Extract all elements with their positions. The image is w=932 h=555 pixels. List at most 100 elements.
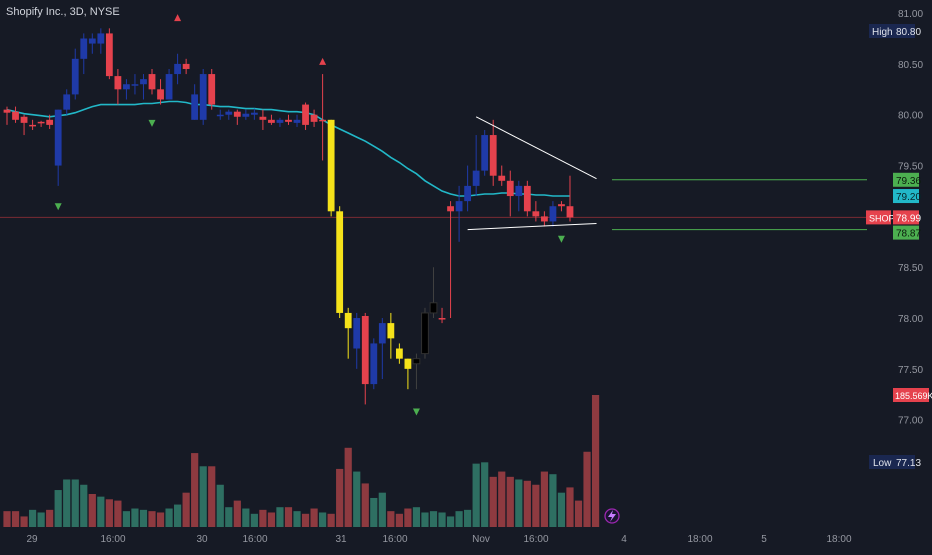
candle[interactable] <box>353 312 361 369</box>
candle[interactable] <box>191 84 199 120</box>
candle[interactable] <box>336 206 344 319</box>
candle[interactable] <box>54 109 62 186</box>
candle[interactable] <box>182 58 190 75</box>
candle[interactable] <box>327 119 335 217</box>
candle[interactable] <box>378 318 386 380</box>
candle[interactable] <box>88 33 96 54</box>
trendline[interactable] <box>475 116 597 180</box>
down-arrow-icon <box>54 203 62 211</box>
volume-bar <box>421 512 429 527</box>
candle[interactable] <box>464 165 472 212</box>
candle[interactable] <box>540 211 548 227</box>
candle[interactable] <box>216 109 224 120</box>
volume-bar <box>429 511 438 527</box>
volume-bar <box>233 500 241 527</box>
candle[interactable] <box>319 74 327 161</box>
time-tick-label: 30 <box>196 534 208 545</box>
candle[interactable] <box>412 353 421 390</box>
volume-bar <box>540 471 548 527</box>
volume-bar <box>310 508 318 527</box>
candle[interactable] <box>438 307 446 324</box>
candle[interactable] <box>285 114 292 125</box>
candle-body <box>3 109 11 113</box>
candle[interactable] <box>293 114 301 127</box>
candle[interactable] <box>259 109 267 130</box>
candle[interactable] <box>532 201 540 222</box>
candle-body <box>208 74 216 105</box>
candle[interactable] <box>523 180 531 217</box>
candle[interactable] <box>489 119 497 186</box>
candle-body <box>506 180 514 197</box>
candle[interactable] <box>131 74 139 95</box>
candle[interactable] <box>71 48 79 100</box>
candle[interactable] <box>63 89 71 115</box>
candle[interactable] <box>80 33 88 75</box>
time-tick-label: Nov <box>472 534 490 545</box>
candle[interactable] <box>472 135 480 197</box>
volume-badge-value: 185.569K <box>895 391 932 401</box>
candle[interactable] <box>344 307 352 359</box>
time-tick-label: 29 <box>26 534 38 545</box>
candle[interactable] <box>455 185 463 242</box>
candle[interactable] <box>233 109 241 125</box>
candle[interactable] <box>148 68 156 95</box>
candle[interactable] <box>515 180 523 212</box>
candle[interactable] <box>506 170 514 217</box>
candle[interactable] <box>276 117 284 127</box>
candle-body <box>54 109 62 166</box>
trendline[interactable] <box>467 222 597 231</box>
time-tick-label: 16:00 <box>523 534 548 545</box>
candle[interactable] <box>387 312 395 359</box>
candle[interactable] <box>310 109 318 127</box>
time-tick-label: 18:00 <box>687 534 712 545</box>
candle[interactable] <box>199 68 207 125</box>
candle[interactable] <box>174 53 181 85</box>
volume-bar <box>353 471 361 527</box>
candle[interactable] <box>140 74 147 100</box>
candle[interactable] <box>481 129 489 176</box>
candle[interactable] <box>361 312 369 405</box>
candle[interactable] <box>421 307 429 359</box>
candle[interactable] <box>558 201 565 212</box>
candle[interactable] <box>549 201 557 227</box>
lightning-icon[interactable] <box>604 508 620 524</box>
candle[interactable] <box>105 28 113 80</box>
candle[interactable] <box>566 175 574 222</box>
level-lower-badge-bg <box>893 225 919 240</box>
candle[interactable] <box>114 68 122 105</box>
volume-bar <box>489 476 497 527</box>
candle-body <box>489 135 497 176</box>
candle[interactable] <box>97 28 105 54</box>
candle[interactable] <box>242 109 250 120</box>
candle[interactable] <box>20 114 28 136</box>
candle[interactable] <box>165 68 173 100</box>
candle[interactable] <box>268 114 275 125</box>
candle[interactable] <box>395 343 403 364</box>
volume-bar <box>28 509 37 527</box>
volume-bar <box>438 512 446 527</box>
candle[interactable] <box>12 106 19 123</box>
candle[interactable] <box>157 79 164 105</box>
volume-bar <box>216 484 224 527</box>
candle[interactable] <box>498 165 506 186</box>
candle[interactable] <box>250 108 258 120</box>
candle[interactable] <box>429 267 438 319</box>
volume-bar <box>54 490 62 527</box>
candle[interactable] <box>208 68 216 110</box>
price-tick-label: 80.50 <box>898 60 923 71</box>
volume-bar <box>284 507 293 527</box>
candle[interactable] <box>46 114 54 129</box>
candle[interactable] <box>37 120 45 127</box>
candle[interactable] <box>3 106 11 125</box>
volume-bar <box>378 492 386 527</box>
volume-bar <box>591 395 600 527</box>
candle[interactable] <box>370 338 378 390</box>
candle[interactable] <box>447 201 454 319</box>
candle[interactable] <box>404 358 412 390</box>
candle[interactable] <box>225 109 233 120</box>
candle[interactable] <box>123 79 130 100</box>
candle[interactable] <box>29 119 36 130</box>
candle[interactable] <box>302 102 309 130</box>
